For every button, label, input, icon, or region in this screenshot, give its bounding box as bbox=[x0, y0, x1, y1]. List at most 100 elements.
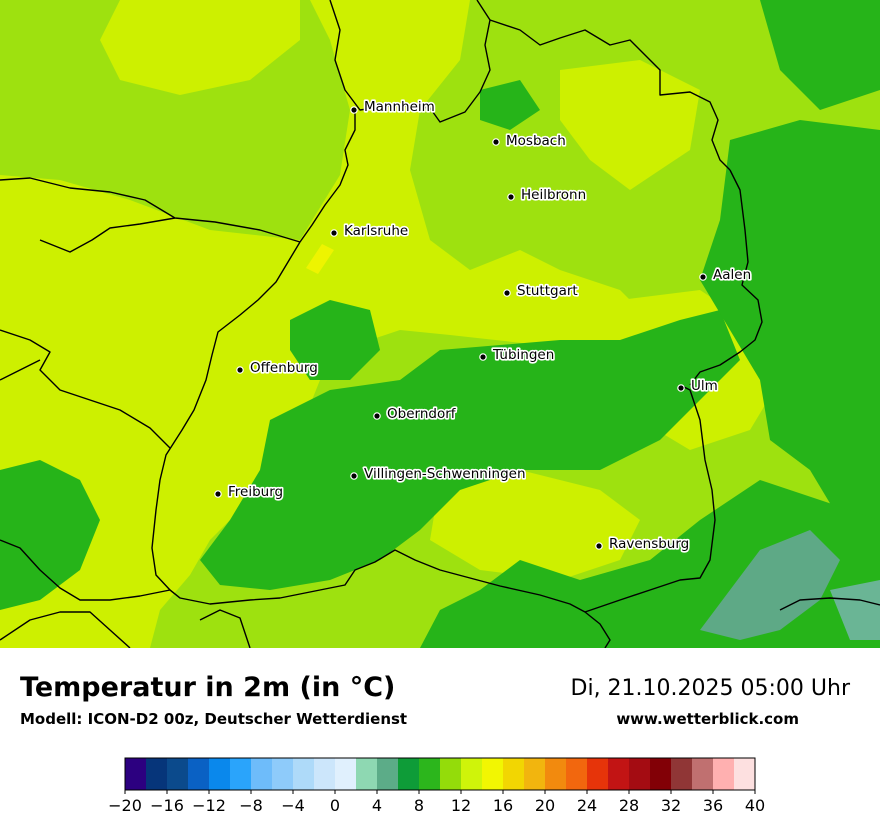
legend-tick-label: 40 bbox=[745, 796, 765, 815]
border-south-west bbox=[0, 611, 131, 648]
legend-swatch bbox=[713, 758, 735, 790]
map-zone-cool-odenwald bbox=[480, 80, 540, 130]
national-border-rhine bbox=[151, 241, 301, 599]
legend-tick-label: 0 bbox=[330, 796, 340, 815]
map-zone-cool-black-forest bbox=[200, 310, 740, 590]
legend-swatches bbox=[125, 758, 756, 790]
legend-swatch bbox=[650, 758, 672, 790]
legend-tick-label: 16 bbox=[493, 796, 513, 815]
city-label: Freiburg bbox=[228, 484, 283, 500]
city-label: Mannheim bbox=[364, 99, 435, 115]
state-border-karlsruhe bbox=[299, 110, 356, 243]
legend-swatch bbox=[440, 758, 462, 790]
legend-tick-label: −16 bbox=[150, 796, 184, 815]
border-switzerland bbox=[0, 539, 611, 648]
legend-frame bbox=[124, 757, 756, 791]
legend-swatch bbox=[293, 758, 315, 790]
legend-swatch bbox=[314, 758, 336, 790]
legend-swatch bbox=[419, 758, 441, 790]
legend-swatch bbox=[272, 758, 294, 790]
map-zone-warm-south bbox=[430, 470, 640, 580]
city-heilbronn: Heilbronn bbox=[507, 185, 588, 205]
city-label: Villingen-Schwenningen bbox=[364, 466, 526, 482]
city-karlsruhe: Karlsruhe bbox=[330, 221, 410, 241]
legend-tick-label: 24 bbox=[577, 796, 597, 815]
legend-swatch bbox=[377, 758, 399, 790]
legend-tick-label: 36 bbox=[703, 796, 723, 815]
legend-swatch bbox=[461, 758, 483, 790]
state-border-saarland bbox=[0, 177, 301, 243]
legend-tick-label: 12 bbox=[451, 796, 471, 815]
city-label: Oberndorf bbox=[387, 406, 457, 422]
legend-swatch bbox=[734, 758, 756, 790]
legend-swatch bbox=[398, 758, 420, 790]
border-bavaria-north bbox=[689, 169, 763, 386]
city-freiburg: Freiburg bbox=[214, 482, 285, 502]
border-lorraine-2 bbox=[0, 359, 41, 381]
border-lorraine bbox=[0, 329, 171, 449]
legend-swatch bbox=[167, 758, 189, 790]
website-link[interactable]: www.wetterblick.com bbox=[616, 710, 799, 728]
city-label: Stuttgart bbox=[517, 283, 578, 299]
legend-swatch bbox=[125, 758, 147, 790]
legend-swatch bbox=[692, 758, 714, 790]
legend-tick-label: 28 bbox=[619, 796, 639, 815]
city-label: Heilbronn bbox=[521, 187, 586, 203]
map-zone-cool-east bbox=[700, 120, 880, 520]
map-title: Temperatur in 2m (in °C) bbox=[20, 672, 396, 703]
legend-ticks: −20 −16 −12 −8 −4 0 4 8 12 16 20 24 28 32 36 40 bbox=[108, 790, 765, 815]
city-tuebingen: Tübingen bbox=[479, 345, 556, 365]
legend-swatch bbox=[524, 758, 546, 790]
map-zone-cold-alps-east bbox=[830, 580, 880, 640]
color-legend: −20 −16 −12 −8 −4 0 4 8 12 16 20 24 28 32 36 40 bbox=[0, 752, 880, 830]
city-ravensburg: Ravensburg bbox=[595, 534, 691, 554]
map-zone-cool-west-hills bbox=[290, 300, 380, 380]
legend-tick-label: 32 bbox=[661, 796, 681, 815]
city-villingen-schwenningen: Villingen-Schwenningen bbox=[350, 464, 527, 484]
city-mannheim: Mannheim bbox=[350, 97, 436, 117]
legend-tick-label: 4 bbox=[372, 796, 382, 815]
map-zone-warmest bbox=[306, 244, 334, 274]
city-label: Karlsruhe bbox=[344, 223, 408, 239]
legend-swatch bbox=[251, 758, 273, 790]
state-border-north-2 bbox=[489, 19, 731, 171]
city-offenburg: Offenburg bbox=[236, 358, 319, 378]
city-oberndorf: Oberndorf bbox=[373, 404, 458, 424]
legend-swatch bbox=[230, 758, 252, 790]
legend-swatch bbox=[629, 758, 651, 790]
state-border-north bbox=[329, 0, 491, 123]
legend-swatch bbox=[503, 758, 525, 790]
model-info: Modell: ICON-D2 00z, Deutscher Wetterdie… bbox=[20, 710, 408, 728]
map-zone-cool-southwest bbox=[0, 460, 100, 610]
city-aalen: Aalen bbox=[699, 265, 753, 285]
border-south-inner bbox=[199, 609, 251, 648]
map-zone-cold-alps bbox=[700, 530, 840, 640]
national-border-alsace bbox=[39, 217, 176, 253]
city-label: Tübingen bbox=[492, 347, 554, 363]
city-ulm: Ulm bbox=[677, 376, 719, 396]
border-lake-constance-east bbox=[584, 384, 716, 613]
legend-tick-label: 20 bbox=[535, 796, 555, 815]
legend-swatch bbox=[209, 758, 231, 790]
legend-swatch bbox=[545, 758, 567, 790]
city-stuttgart: Stuttgart bbox=[503, 281, 579, 301]
legend-tick-label: −4 bbox=[281, 796, 305, 815]
map-zone-warm-northeast bbox=[560, 60, 700, 190]
legend-swatch bbox=[188, 758, 210, 790]
legend-swatch bbox=[608, 758, 630, 790]
border-south-east bbox=[779, 597, 880, 611]
legend-tick-label: −20 bbox=[108, 796, 142, 815]
legend-swatch bbox=[671, 758, 693, 790]
map-borders bbox=[0, 0, 880, 648]
forecast-datetime: Di, 21.10.2025 05:00 Uhr bbox=[570, 676, 850, 701]
temperature-map: Mannheim Mosbach Heilbronn Karlsruhe Aal… bbox=[0, 0, 880, 648]
legend-swatch bbox=[146, 758, 168, 790]
city-label: Ravensburg bbox=[609, 536, 689, 552]
legend-swatch bbox=[482, 758, 504, 790]
city-label: Ulm bbox=[691, 378, 718, 394]
city-label: Mosbach bbox=[506, 133, 566, 149]
city-mosbach: Mosbach bbox=[492, 131, 567, 151]
map-zone-cool-northeast bbox=[760, 0, 880, 110]
city-label: Offenburg bbox=[250, 360, 318, 376]
legend-tick-label: −8 bbox=[239, 796, 263, 815]
